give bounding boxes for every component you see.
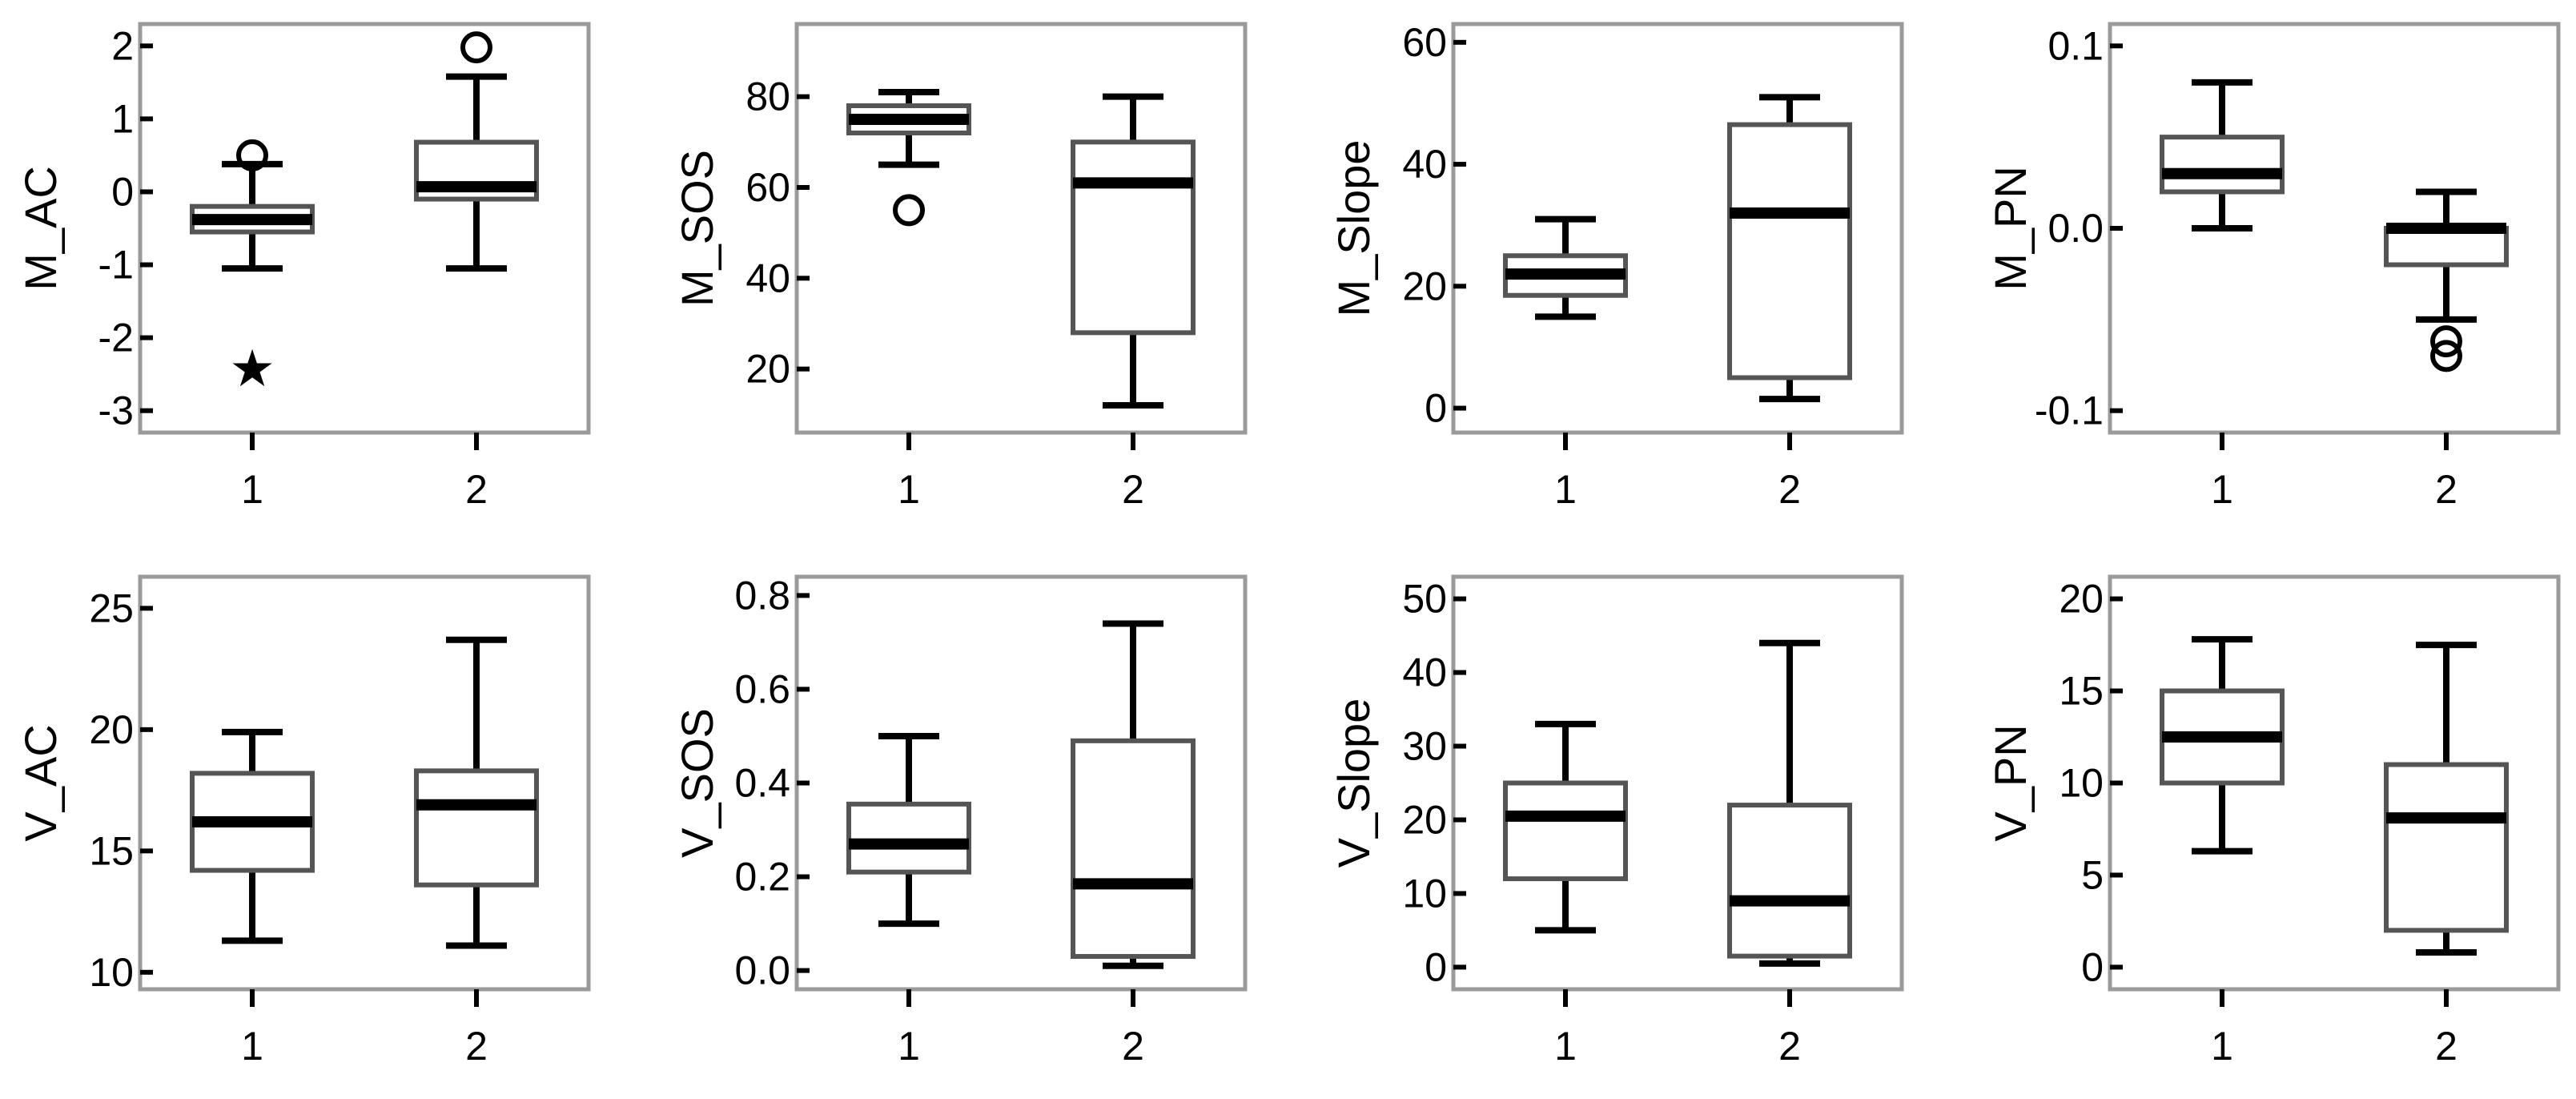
x-tick-label: 1: [1554, 1024, 1577, 1069]
x-tick-label: 1: [898, 1024, 920, 1069]
y-tick-label: 10: [1402, 871, 1447, 916]
y-tick-label: -3: [98, 388, 134, 433]
y-tick-label: 20: [2059, 577, 2104, 622]
y-axis-title: V_AC: [15, 724, 66, 841]
y-tick-label: 60: [1402, 20, 1447, 65]
iqr-box: [846, 801, 971, 875]
y-tick-label: 0.1: [2048, 23, 2104, 68]
y-tick-label: 80: [745, 74, 790, 119]
panel-v-pn: 0 5 10 15 20 V_PN 1 2: [1985, 574, 2561, 1069]
x-tick-label: 2: [2435, 1024, 2457, 1069]
y-tick-label: 0.8: [734, 573, 790, 618]
iqr-box: [414, 768, 539, 888]
y-tick-label: 20: [1402, 264, 1447, 308]
x-tick-label: 2: [1122, 1024, 1144, 1069]
y-tick-label: 1: [111, 96, 134, 141]
y-axis-title: M_SOS: [672, 150, 722, 307]
x-tick-label: 1: [241, 1024, 263, 1069]
y-tick-label: 2: [111, 23, 134, 68]
iqr-box: [1503, 780, 1628, 882]
panel-v-ac: 10 15 20 25 V_AC 1 2: [15, 574, 591, 1069]
iqr-box: [2160, 135, 2285, 195]
iqr-box: [2384, 762, 2509, 933]
iqr-box: [1071, 738, 1196, 960]
y-tick-label: 5: [2081, 852, 2104, 897]
y-tick-label: 10: [2059, 761, 2104, 806]
outlier-point: [460, 31, 492, 64]
y-tick-label: 40: [1402, 142, 1447, 187]
y-tick-label: -0.1: [2035, 388, 2104, 433]
y-axis-title: V_PN: [1985, 724, 2035, 841]
x-tick-label: 2: [1778, 1024, 1801, 1069]
x-tick-label: 1: [2211, 1024, 2233, 1069]
y-axis-title: V_SOS: [672, 708, 722, 858]
y-tick-label: 0: [111, 169, 134, 214]
plot-frame: [1451, 574, 1904, 992]
x-tick-label: 2: [2435, 467, 2457, 512]
panel-m-sos: 20 40 60 80 M_SOS 1 2: [672, 22, 1248, 512]
y-tick-label: 0: [1425, 386, 1447, 431]
x-tick-label: 2: [1122, 467, 1144, 512]
y-tick-label: 50: [1402, 577, 1447, 622]
panel-m-pn: -0.1 0.0 0.1 M_PN 1 2: [1985, 22, 2561, 512]
iqr-box: [1727, 803, 1852, 959]
y-tick-label: 0.0: [734, 948, 790, 993]
y-tick-label: 0.0: [2048, 206, 2104, 251]
y-tick-label: 15: [2059, 669, 2104, 714]
y-tick-label: 0.2: [734, 855, 790, 900]
extreme-point: ★: [229, 340, 275, 399]
panel-v-slope: 0 10 20 30 40 50 V_Slope 1 2: [1328, 574, 1904, 1069]
y-tick-label: 10: [89, 950, 134, 995]
y-tick-label: 20: [89, 707, 134, 752]
plot-frame: [138, 22, 591, 435]
x-tick-label: 2: [1778, 467, 1801, 512]
y-tick-label: 25: [89, 586, 134, 630]
y-tick-label: 0.4: [734, 761, 790, 806]
y-tick-label: 30: [1402, 724, 1447, 769]
y-tick-label: 40: [745, 256, 790, 300]
y-axis-title: M_AC: [15, 166, 66, 291]
y-axis-title: V_Slope: [1328, 698, 1379, 868]
x-tick-label: 1: [241, 467, 263, 512]
plot-frame: [138, 574, 591, 992]
x-tick-label: 1: [898, 467, 920, 512]
outlier-point: [2430, 325, 2462, 358]
panel-m-slope: 0 20 40 60 M_Slope 1 2: [1328, 20, 1904, 512]
y-tick-label: 0.6: [734, 666, 790, 711]
outlier-point: [236, 139, 268, 171]
y-axis-title: M_Slope: [1328, 139, 1379, 316]
iqr-box: [1727, 122, 1852, 380]
x-tick-label: 1: [2211, 467, 2233, 512]
y-tick-label: 40: [1402, 650, 1447, 695]
y-axis-title: M_PN: [1985, 166, 2035, 291]
y-tick-label: -1: [98, 243, 134, 288]
y-tick-label: 0: [1425, 944, 1447, 989]
panel-m-ac: -3 -2 -1 0 1 2 M_AC 1 ★ 2: [15, 22, 591, 512]
plot-frame: [794, 22, 1248, 435]
x-tick-label: 1: [1554, 467, 1577, 512]
y-tick-label: 15: [89, 828, 134, 873]
panel-v-sos: 0.0 0.2 0.4 0.6 0.8 V_SOS 1 2: [672, 573, 1248, 1069]
y-tick-label: 20: [745, 347, 790, 392]
y-tick-label: 20: [1402, 797, 1447, 842]
outlier-point: [893, 194, 925, 227]
y-tick-label: -2: [98, 316, 134, 360]
y-tick-label: 0: [2081, 944, 2104, 989]
x-tick-label: 2: [465, 467, 488, 512]
plot-frame: [1451, 22, 1904, 435]
iqr-box: [1071, 139, 1196, 336]
y-tick-label: 60: [745, 165, 790, 210]
x-tick-label: 2: [465, 1024, 488, 1069]
outlier-point: [2430, 340, 2462, 372]
